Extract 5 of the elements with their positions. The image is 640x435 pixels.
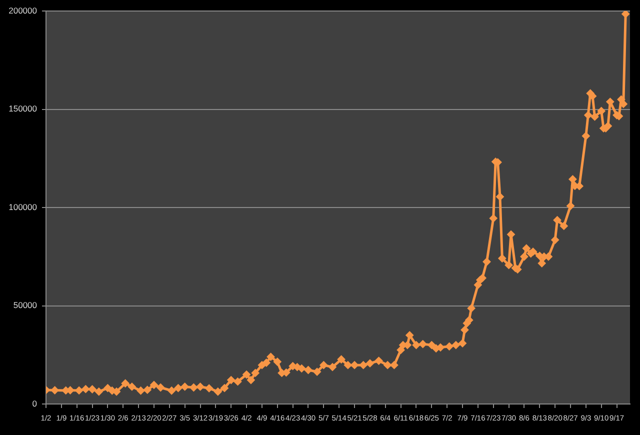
y-tick-label: 100000 — [8, 202, 38, 212]
y-tick-label: 150000 — [8, 104, 38, 114]
y-tick-label: 0 — [32, 398, 38, 408]
y-tick-label: 50000 — [13, 300, 38, 310]
y-tick-label: 200000 — [8, 5, 38, 16]
